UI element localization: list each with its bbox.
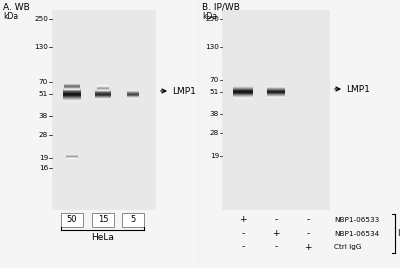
Bar: [233, 95, 253, 96]
Bar: [267, 86, 285, 87]
Text: -: -: [306, 229, 310, 239]
Text: NBP1-06534: NBP1-06534: [334, 231, 379, 237]
Text: 51: 51: [210, 90, 219, 95]
Bar: [63, 100, 81, 101]
Bar: [233, 96, 253, 97]
Bar: [233, 97, 253, 98]
Bar: [267, 88, 285, 89]
Bar: [233, 91, 253, 92]
Bar: [233, 86, 253, 87]
Text: -: -: [306, 215, 310, 225]
Text: 28: 28: [210, 130, 219, 136]
Text: Ctrl IgG: Ctrl IgG: [334, 244, 362, 250]
Text: 70: 70: [39, 79, 48, 85]
Bar: [267, 92, 285, 93]
Bar: [233, 92, 253, 93]
Text: A. WB: A. WB: [3, 3, 30, 12]
Text: -: -: [274, 243, 278, 251]
Bar: [63, 99, 81, 100]
Bar: [267, 95, 285, 96]
Bar: [95, 96, 111, 97]
Text: B. IP/WB: B. IP/WB: [202, 3, 240, 12]
Bar: [95, 94, 111, 95]
Bar: [267, 90, 285, 91]
Bar: [63, 91, 81, 92]
Bar: [63, 92, 81, 93]
Bar: [122, 213, 144, 227]
Bar: [267, 96, 285, 97]
Bar: [95, 95, 111, 96]
Text: 51: 51: [39, 91, 48, 97]
Text: 38: 38: [39, 113, 48, 120]
Bar: [233, 88, 253, 89]
Bar: [63, 96, 81, 97]
Text: -: -: [274, 215, 278, 225]
Text: 5: 5: [130, 215, 136, 225]
Bar: [95, 97, 111, 98]
Bar: [63, 87, 81, 88]
Text: -: -: [241, 229, 245, 239]
Text: 130: 130: [205, 44, 219, 50]
Bar: [95, 92, 111, 93]
Bar: [95, 99, 111, 100]
Bar: [233, 87, 253, 88]
Bar: [200, 0, 400, 268]
Bar: [267, 89, 285, 90]
Bar: [267, 87, 285, 88]
Text: 70: 70: [210, 77, 219, 83]
Bar: [63, 88, 81, 89]
Text: LMP1: LMP1: [172, 87, 196, 95]
Bar: [63, 90, 81, 91]
Bar: [267, 91, 285, 92]
Text: +: +: [272, 229, 280, 239]
Text: kDa: kDa: [202, 12, 217, 21]
Text: -: -: [241, 243, 245, 251]
Bar: [222, 10, 330, 210]
Text: 50: 50: [67, 215, 77, 225]
Bar: [63, 95, 81, 96]
Bar: [95, 93, 111, 94]
Bar: [267, 93, 285, 94]
Text: 15: 15: [98, 215, 108, 225]
Bar: [95, 91, 111, 92]
Text: 19: 19: [39, 155, 48, 161]
Text: LMP1: LMP1: [346, 84, 370, 94]
Bar: [233, 89, 253, 90]
Bar: [95, 90, 111, 91]
Bar: [233, 85, 253, 86]
Bar: [267, 94, 285, 95]
Text: 250: 250: [34, 16, 48, 22]
Text: 38: 38: [210, 111, 219, 117]
Bar: [63, 94, 81, 95]
Bar: [233, 94, 253, 95]
Bar: [52, 10, 156, 210]
Bar: [267, 97, 285, 98]
Bar: [63, 97, 81, 98]
Text: +: +: [304, 243, 312, 251]
Bar: [63, 98, 81, 99]
Bar: [63, 101, 81, 102]
Bar: [95, 98, 111, 99]
Text: 28: 28: [39, 132, 48, 138]
Text: 250: 250: [205, 16, 219, 22]
Bar: [92, 213, 114, 227]
Bar: [0, 0, 197, 268]
Bar: [63, 89, 81, 90]
Text: 130: 130: [34, 44, 48, 50]
Text: IP: IP: [397, 229, 400, 238]
Bar: [233, 93, 253, 94]
Bar: [233, 98, 253, 99]
Bar: [95, 89, 111, 90]
Text: kDa: kDa: [3, 12, 18, 21]
Text: NBP1-06533: NBP1-06533: [334, 217, 379, 223]
Text: 19: 19: [210, 152, 219, 159]
Text: 16: 16: [39, 165, 48, 172]
Bar: [233, 90, 253, 91]
Bar: [63, 93, 81, 94]
Text: HeLa: HeLa: [91, 233, 114, 243]
Text: +: +: [239, 215, 247, 225]
Bar: [61, 213, 83, 227]
